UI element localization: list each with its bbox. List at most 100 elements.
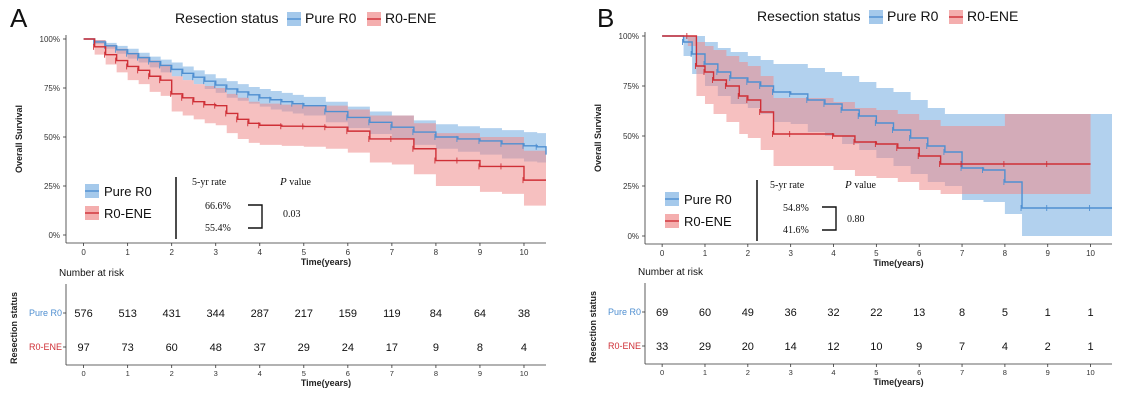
x-tick-label: 9	[478, 248, 483, 257]
risk-x-tick-label: 10	[1086, 368, 1094, 377]
x-tick-label: 4	[831, 249, 836, 258]
x-tick-label: 10	[1086, 249, 1095, 258]
rate-header: 5-yr rate	[770, 180, 805, 191]
legend-label: R0-ENE	[385, 10, 436, 26]
x-axis-title: Time(years)	[301, 257, 351, 267]
risk-count: 159	[339, 308, 357, 320]
x-tick-label: 1	[125, 248, 130, 257]
x-tick-label: 8	[1003, 249, 1008, 258]
legend-title: Resection status	[175, 10, 279, 26]
risk-table-title: Number at risk	[59, 268, 125, 279]
p-value: 0.80	[847, 214, 865, 225]
panel-b: B Resection status Pure R0 R0-ENE0%25%50%75…	[588, 3, 1112, 387]
risk-x-axis-title: Time(years)	[873, 377, 923, 387]
risk-x-tick-label: 4	[831, 368, 835, 377]
risk-count: 38	[518, 308, 530, 320]
inplot-legend-label: R0-ENE	[684, 214, 732, 229]
legend-label: Pure R0	[887, 8, 939, 24]
y-tick-label: 25%	[44, 182, 60, 191]
legend-title: Resection status	[757, 8, 861, 24]
risk-count: 9	[433, 342, 439, 354]
risk-count: 13	[913, 307, 925, 319]
risk-count: 60	[699, 307, 711, 319]
risk-count: 29	[298, 342, 310, 354]
inplot-legend-label: R0-ENE	[104, 206, 152, 221]
p-value-header: P value	[279, 176, 311, 188]
risk-count: 73	[122, 342, 134, 354]
x-tick-label: 3	[788, 249, 793, 258]
risk-x-tick-label: 2	[170, 369, 174, 378]
risk-x-tick-label: 7	[960, 368, 964, 377]
x-tick-label: 0	[81, 248, 86, 257]
risk-count: 84	[430, 308, 442, 320]
risk-count: 287	[251, 308, 269, 320]
ci-band-r0-ene	[83, 39, 546, 206]
risk-table-title: Number at risk	[638, 267, 704, 278]
risk-count: 431	[163, 308, 181, 320]
y-tick-label: 50%	[623, 132, 639, 141]
y-tick-label: 100%	[619, 32, 639, 41]
risk-count: 64	[474, 308, 486, 320]
rate-pure-r0: 54.8%	[783, 203, 809, 214]
risk-x-tick-label: 0	[660, 368, 664, 377]
risk-count: 576	[74, 308, 92, 320]
risk-count: 4	[1002, 341, 1008, 353]
risk-x-tick-label: 3	[214, 369, 218, 378]
rate-r0-ene: 41.6%	[783, 225, 809, 236]
inplot-legend-label: Pure R0	[684, 192, 732, 207]
risk-row-label: Pure R0	[29, 308, 62, 318]
risk-count: 97	[77, 342, 89, 354]
y-tick-label: 50%	[44, 133, 60, 142]
legend-item-pure-r0: Pure R0	[869, 8, 939, 24]
risk-count: 119	[383, 308, 401, 320]
risk-count: 2	[1045, 341, 1051, 353]
rate-pure-r0: 66.6%	[205, 201, 231, 212]
x-tick-label: 7	[390, 248, 395, 257]
risk-x-tick-label: 5	[874, 368, 878, 377]
risk-count: 7	[959, 341, 965, 353]
risk-x-tick-label: 1	[126, 369, 130, 378]
risk-count: 1	[1045, 307, 1051, 319]
x-tick-label: 0	[660, 249, 665, 258]
risk-x-tick-label: 8	[434, 369, 438, 378]
risk-count: 9	[916, 341, 922, 353]
risk-count: 12	[827, 341, 839, 353]
risk-x-tick-label: 10	[520, 369, 528, 378]
risk-count: 29	[699, 341, 711, 353]
survival-curve-pure-r0	[83, 38, 547, 155]
x-tick-label: 5	[874, 249, 879, 258]
x-axis-title: Time(years)	[873, 258, 923, 268]
x-tick-label: 2	[169, 248, 174, 257]
risk-y-axis-title: Resection status	[9, 292, 19, 364]
y-tick-label: 75%	[623, 82, 639, 91]
risk-x-axis-title: Time(years)	[301, 378, 351, 388]
panel-a: A Resection status Pure R0 R0-ENE0%25%50%75…	[9, 3, 547, 388]
x-tick-label: 6	[917, 249, 922, 258]
y-tick-label: 0%	[627, 232, 639, 241]
x-tick-label: 1	[703, 249, 708, 258]
risk-count: 1	[1088, 341, 1094, 353]
risk-count: 36	[785, 307, 797, 319]
y-tick-label: 100%	[40, 35, 60, 44]
risk-x-tick-label: 3	[789, 368, 793, 377]
x-tick-label: 3	[213, 248, 218, 257]
panel-label: B	[597, 3, 614, 33]
risk-count: 24	[342, 342, 354, 354]
risk-x-tick-label: 1	[703, 368, 707, 377]
survival-curve-r0-ene	[662, 35, 1091, 165]
legend-label: Pure R0	[305, 10, 357, 26]
ci-band-r0-ene	[662, 36, 1091, 194]
y-axis-title: Overall Survival	[593, 104, 603, 172]
risk-count: 513	[118, 308, 136, 320]
risk-count: 5	[1002, 307, 1008, 319]
risk-row-label: Pure R0	[608, 307, 641, 317]
risk-count: 344	[207, 308, 225, 320]
risk-count: 48	[210, 342, 222, 354]
risk-x-tick-label: 9	[1046, 368, 1050, 377]
p-value-header: P value	[844, 179, 876, 191]
risk-x-tick-label: 6	[917, 368, 921, 377]
panel-label: A	[10, 3, 28, 33]
x-tick-label: 9	[1046, 249, 1051, 258]
risk-x-tick-label: 6	[346, 369, 350, 378]
y-axis-title: Overall Survival	[14, 105, 24, 173]
